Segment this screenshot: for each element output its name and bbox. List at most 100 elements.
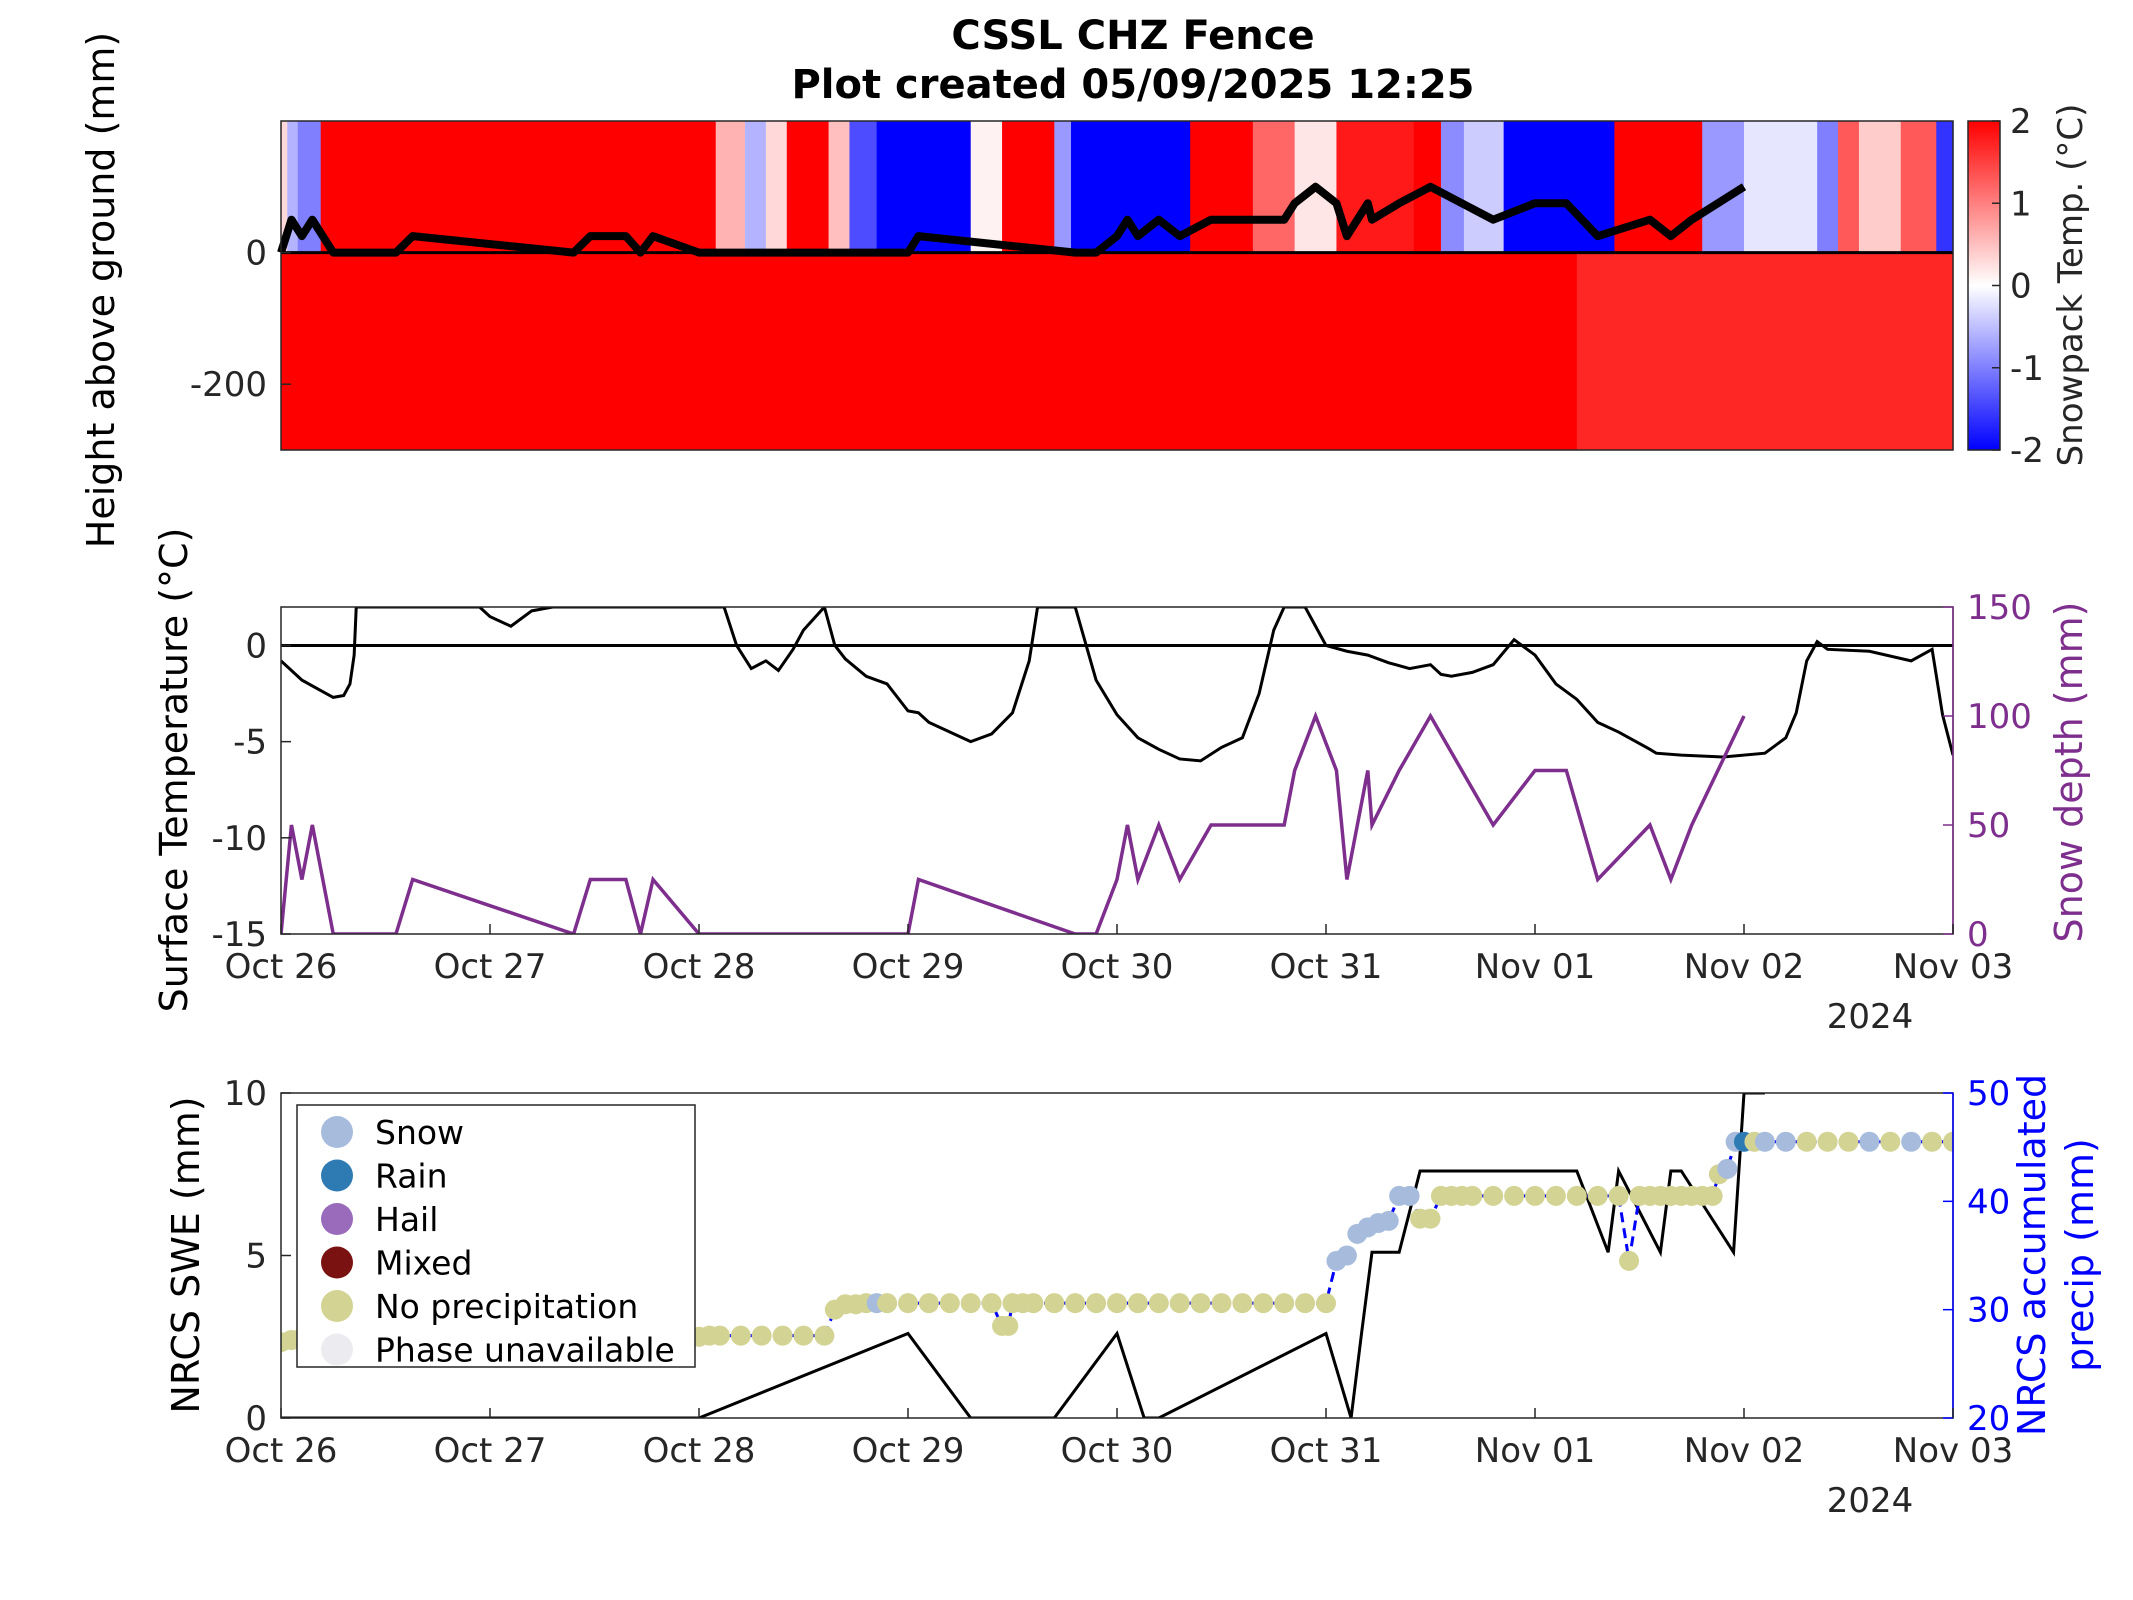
precip-point-18 — [877, 1293, 898, 1314]
precip-point-79 — [1775, 1131, 1796, 1152]
legend-marker-3 — [321, 1246, 353, 1279]
y-axis-label: NRCS SWE (mm) — [164, 1096, 208, 1413]
xtick-label-7: Nov 02 — [1684, 947, 1804, 987]
precip-point-33 — [1127, 1293, 1148, 1314]
precip-point-86 — [1922, 1131, 1943, 1152]
snow-surface-line — [277, 182, 1747, 257]
panel-2-frame — [280, 606, 1954, 935]
precip-point-34 — [1148, 1293, 1169, 1314]
snow-temp-cell-8 — [786, 121, 830, 253]
figure-title: CSSL CHZ Fence — [951, 13, 1314, 59]
y2tick-label-3: 0 — [1967, 915, 1989, 955]
xtick-label-4: Oct 30 — [1061, 947, 1174, 987]
snow-temp-cell-16 — [1190, 121, 1254, 253]
legend-label-0: Snow — [375, 1113, 464, 1152]
snow-temp-cell-1 — [287, 121, 299, 253]
colorbar: 2 1 0 -1 -2 Snowpack Temp. (°C) — [1967, 102, 2091, 471]
phase-legend: Snow Rain Hail Mixed No precipitation Phase u… — [296, 1104, 696, 1370]
ytick-label-1: -5 — [233, 723, 267, 763]
precip-point-28 — [1023, 1293, 1044, 1314]
snow-temp-cell-11 — [876, 121, 972, 253]
legend-marker-4 — [321, 1290, 353, 1322]
precip-point-64 — [1619, 1250, 1640, 1271]
xtick-label-6: Nov 01 — [1475, 947, 1595, 987]
precip-point-74 — [1717, 1158, 1738, 1179]
soil-temp-cell-1 — [1576, 252, 1954, 450]
snow-temp-cell-12 — [970, 121, 1003, 253]
snow-temp-cell-0 — [281, 121, 288, 253]
ytick-label-0: 10 — [224, 1074, 267, 1114]
precip-point-39 — [1253, 1293, 1274, 1314]
precip-point-41 — [1295, 1293, 1316, 1314]
snow-temp-cell-27 — [1817, 121, 1839, 253]
snow-temp-cell-22 — [1463, 121, 1505, 253]
ytick-label-3: -15 — [211, 915, 267, 955]
precip-point-52 — [1420, 1208, 1441, 1229]
snow-temp-cell-6 — [744, 121, 767, 253]
xtick-label-7: Nov 02 — [1684, 1431, 1804, 1471]
ytick-label-1: -200 — [190, 365, 267, 405]
legend-label-4: No precipitation — [375, 1287, 638, 1326]
precip-point-30 — [1065, 1293, 1086, 1314]
y2tick-label-0: 50 — [1967, 1074, 2010, 1114]
precip-point-61 — [1566, 1185, 1587, 1206]
precip-point-56 — [1462, 1185, 1483, 1206]
colorbar-bar — [1967, 120, 2001, 451]
xtick-label-5: Oct 31 — [1270, 947, 1383, 987]
x-year-label: 2024 — [1827, 997, 1914, 1037]
legend-label-1: Rain — [375, 1157, 448, 1196]
soil-temp-cell-0 — [281, 252, 1578, 450]
precip-point-21 — [939, 1293, 960, 1314]
colorbar-tick-4: -2 — [2010, 431, 2044, 471]
precip-point-19 — [898, 1293, 918, 1314]
precip-point-11 — [793, 1325, 814, 1346]
snow-depth-line — [281, 711, 1746, 934]
precip-point-37 — [1211, 1293, 1232, 1314]
precip-point-7 — [709, 1325, 730, 1346]
precip-point-42 — [1316, 1293, 1336, 1314]
legend-label-2: Hail — [375, 1200, 438, 1239]
y2-axis-label: Snow depth (mm) — [2047, 602, 2091, 943]
xtick-label-4: Oct 30 — [1061, 1431, 1174, 1471]
xtick-label-8: Nov 03 — [1893, 1431, 2013, 1471]
xtick-label-0: Oct 26 — [225, 947, 338, 987]
precip-point-60 — [1545, 1185, 1566, 1206]
snow-temp-cell-13 — [1002, 121, 1055, 253]
precip-point-78 — [1754, 1131, 1775, 1152]
surface-temperature-panel: 0 -5 -10 -15 150 100 50 0 Oct 26 Oct 27 Oct 28 Oct … — [152, 528, 2091, 1037]
snow-temp-cell-14 — [1054, 121, 1072, 253]
y2tick-label-2: 30 — [1967, 1291, 2010, 1331]
y2-axis-label-line-2: precip (mm) — [2058, 1138, 2102, 1372]
precip-point-72 — [1702, 1185, 1723, 1206]
legend-marker-2 — [321, 1203, 353, 1235]
precip-point-44 — [1336, 1245, 1357, 1266]
y2tick-label-1: 40 — [1967, 1182, 2010, 1222]
colorbar-label: Snowpack Temp. (°C) — [2051, 104, 2091, 467]
precip-point-31 — [1086, 1293, 1107, 1314]
xtick-label-0: Oct 26 — [225, 1431, 338, 1471]
snow-temp-cell-28 — [1838, 121, 1860, 253]
xtick-label-1: Oct 27 — [434, 947, 547, 987]
snow-temp-cell-3 — [320, 121, 351, 253]
legend-box — [296, 1104, 696, 1368]
precip-point-50 — [1399, 1185, 1420, 1206]
precip-point-40 — [1274, 1293, 1295, 1314]
precip-point-59 — [1525, 1185, 1545, 1206]
precip-point-87 — [1943, 1131, 1953, 1152]
precip-point-8 — [730, 1325, 751, 1346]
y2-axis-label-line-1: NRCS accumulated — [2010, 1074, 2054, 1436]
ytick-label-0: 0 — [245, 626, 267, 666]
precip-point-12 — [814, 1325, 835, 1346]
precip-point-35 — [1169, 1293, 1190, 1314]
xtick-label-5: Oct 31 — [1270, 1431, 1383, 1471]
xtick-label-8: Nov 03 — [1893, 947, 2013, 987]
xtick-label-3: Oct 29 — [852, 947, 965, 987]
xtick-label-2: Oct 28 — [643, 1431, 756, 1471]
y2tick-label-1: 100 — [1967, 697, 2032, 737]
snow-temp-cell-10 — [849, 121, 878, 253]
surface-temperature-line — [281, 607, 1953, 763]
precip-point-9 — [751, 1325, 772, 1346]
ytick-label-2: 0 — [245, 1399, 267, 1439]
precip-point-20 — [918, 1293, 939, 1314]
y2tick-label-0: 150 — [1967, 588, 2032, 628]
